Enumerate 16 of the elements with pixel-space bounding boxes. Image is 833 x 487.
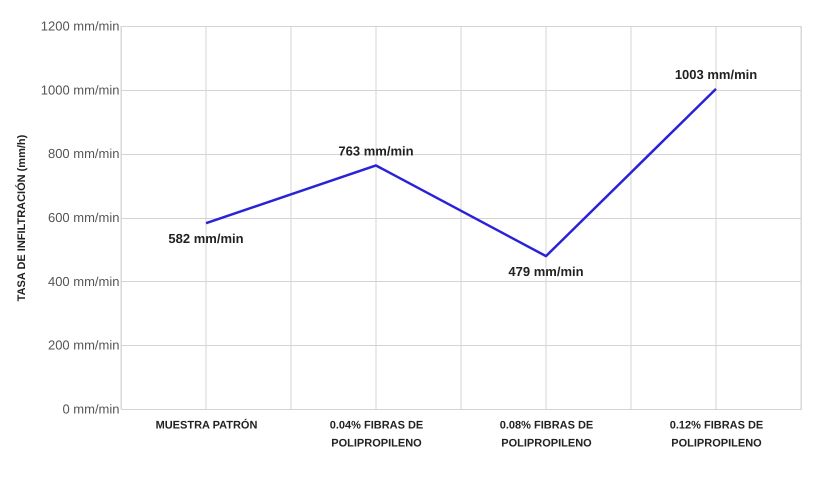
y-tick-label: 1200 mm/min xyxy=(40,18,120,34)
y-tick-label: 400 mm/min xyxy=(48,274,120,289)
data-label: 479 mm/min xyxy=(508,264,584,280)
y-tick-label: 1000 mm/min xyxy=(40,82,120,98)
y-tick-label: 200 mm/min xyxy=(48,338,120,353)
data-label: 1003 mm/min xyxy=(674,66,758,82)
x-tick-label: 0.08% FIBRAS DE POLIPROPILENO xyxy=(500,420,594,450)
y-tick-label: 800 mm/min xyxy=(48,146,120,162)
data-label: 763 mm/min xyxy=(338,143,414,158)
x-tick-label: MUESTRA PATRÓN xyxy=(156,418,258,432)
y-tick-label: 0 mm/min xyxy=(62,402,120,416)
x-tick-label: 0.12% FIBRAS DE POLIPROPILENO xyxy=(670,420,764,450)
y-axis-title: TASA DE INFILTRACIÓN (mm/h) xyxy=(14,134,28,302)
data-label: 582 mm/min xyxy=(168,231,244,246)
x-tick-label: 0.04% FIBRAS DE POLIPROPILENO xyxy=(330,420,424,450)
y-tick-label: 600 mm/min xyxy=(48,210,120,225)
